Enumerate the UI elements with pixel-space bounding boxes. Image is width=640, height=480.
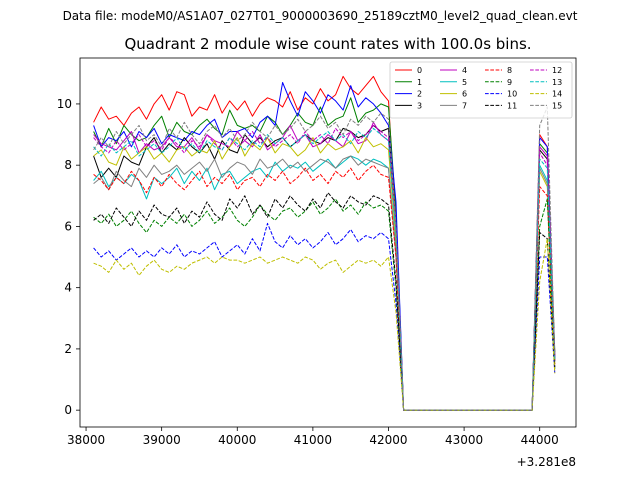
legend-label-1: 1 — [417, 78, 422, 87]
legend-label-14: 14 — [552, 90, 562, 99]
legend-label-11: 11 — [507, 101, 517, 110]
series-line-15 — [93, 106, 556, 411]
legend-label-10: 10 — [507, 90, 517, 99]
legend-label-12: 12 — [552, 66, 562, 75]
legend-box — [389, 61, 573, 119]
legend-label-8: 8 — [507, 66, 512, 75]
legend-label-13: 13 — [552, 78, 562, 87]
plot-series-group — [93, 75, 556, 411]
series-line-8 — [93, 164, 556, 411]
legend-label-5: 5 — [462, 78, 467, 87]
y-tick-label: 6 — [64, 219, 72, 233]
legend-label-9: 9 — [507, 78, 512, 87]
legend-label-3: 3 — [417, 101, 422, 110]
x-tick-label: 41000 — [294, 433, 332, 447]
series-line-13 — [93, 127, 556, 411]
y-tick-label: 0 — [64, 403, 72, 417]
y-tick-label: 4 — [64, 281, 72, 295]
y-axis: 0 2 4 6 8 10 — [57, 97, 80, 417]
x-axis: 38000 39000 40000 41000 42000 43000 44000 — [67, 427, 559, 447]
legend-label-7: 7 — [462, 101, 467, 110]
x-tick-label: 40000 — [218, 433, 256, 447]
legend-label-2: 2 — [417, 90, 422, 99]
x-tick-label: 43000 — [445, 433, 483, 447]
x-axis-offset-label: +3.281e8 — [517, 455, 576, 469]
x-tick-label: 38000 — [67, 433, 105, 447]
legend-label-0: 0 — [417, 66, 422, 75]
x-tick-label: 39000 — [143, 433, 181, 447]
x-tick-label: 42000 — [369, 433, 407, 447]
y-tick-label: 8 — [64, 158, 72, 172]
plot-frame — [79, 57, 577, 428]
chart-title: Quadrant 2 module wise count rates with … — [124, 35, 531, 53]
legend-label-15: 15 — [552, 101, 562, 110]
x-tick-label: 44000 — [521, 433, 559, 447]
figure-suptitle: Data file: modeM0/AS1A07_027T01_90000036… — [63, 9, 578, 23]
y-tick-label: 10 — [57, 97, 72, 111]
legend-label-6: 6 — [462, 90, 467, 99]
y-tick-label: 2 — [64, 342, 72, 356]
legend-label-4: 4 — [462, 66, 467, 75]
